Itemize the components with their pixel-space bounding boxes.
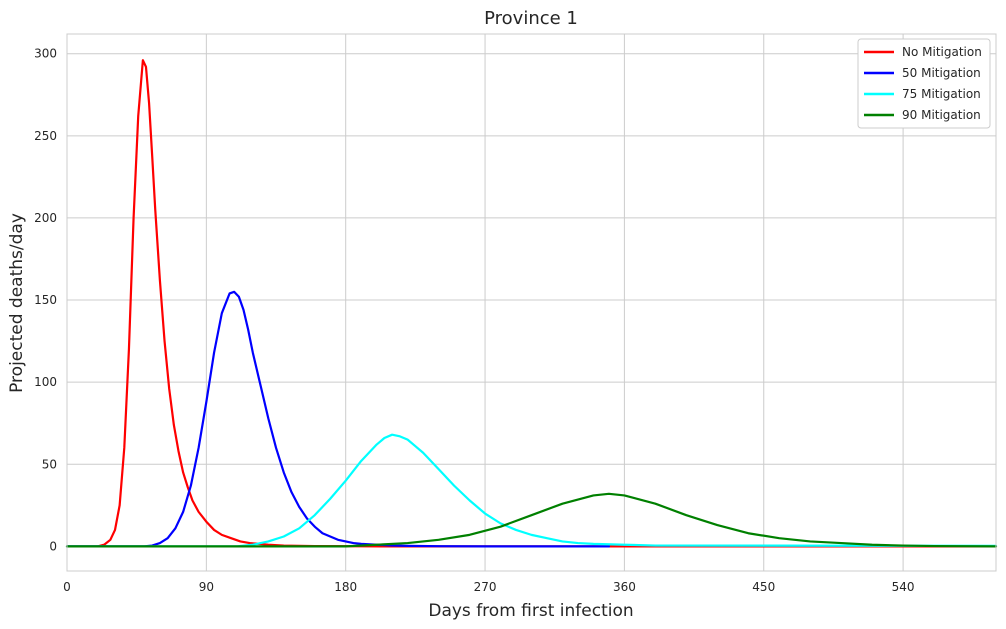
x-tick-label: 540 bbox=[892, 580, 915, 594]
y-tick-label: 200 bbox=[34, 211, 57, 225]
series-layer bbox=[65, 59, 998, 548]
y-axis-label: Projected deaths/day bbox=[7, 213, 27, 393]
y-tick-label: 300 bbox=[34, 47, 57, 61]
x-tick-label: 450 bbox=[752, 580, 775, 594]
x-tick-label: 270 bbox=[474, 580, 497, 594]
y-tick-label: 50 bbox=[42, 457, 57, 471]
y-tick-label: 250 bbox=[34, 129, 57, 143]
series-line-75-mitigation bbox=[65, 433, 998, 548]
series-line-50-mitigation bbox=[65, 290, 611, 548]
legend-label-no-mitigation: No Mitigation bbox=[902, 45, 982, 59]
legend-label-50-mitigation: 50 Mitigation bbox=[902, 66, 981, 80]
series-line-90-mitigation bbox=[65, 492, 998, 548]
x-tick-label: 180 bbox=[334, 580, 357, 594]
x-tick-label: 0 bbox=[63, 580, 71, 594]
tick-labels: 0 90 180 270 360 450 540 0 50 100 150 200 250 300 bbox=[34, 47, 914, 594]
grid bbox=[66, 34, 996, 571]
legend-label-90-mitigation: 90 Mitigation bbox=[902, 108, 981, 122]
x-tick-label: 90 bbox=[199, 580, 214, 594]
y-tick-label: 0 bbox=[49, 539, 57, 553]
y-tick-label: 100 bbox=[34, 375, 57, 389]
plot-frame bbox=[66, 33, 997, 572]
x-tick-label: 360 bbox=[613, 580, 636, 594]
legend-box bbox=[857, 38, 991, 129]
y-tick-label: 150 bbox=[34, 293, 57, 307]
legend: No Mitigation 50 Mitigation 75 Mitigation 9… bbox=[857, 38, 991, 129]
chart-title: Province 1 bbox=[484, 8, 578, 29]
legend-label-75-mitigation: 75 Mitigation bbox=[902, 87, 981, 101]
x-axis-label: Days from first infection bbox=[428, 601, 633, 621]
